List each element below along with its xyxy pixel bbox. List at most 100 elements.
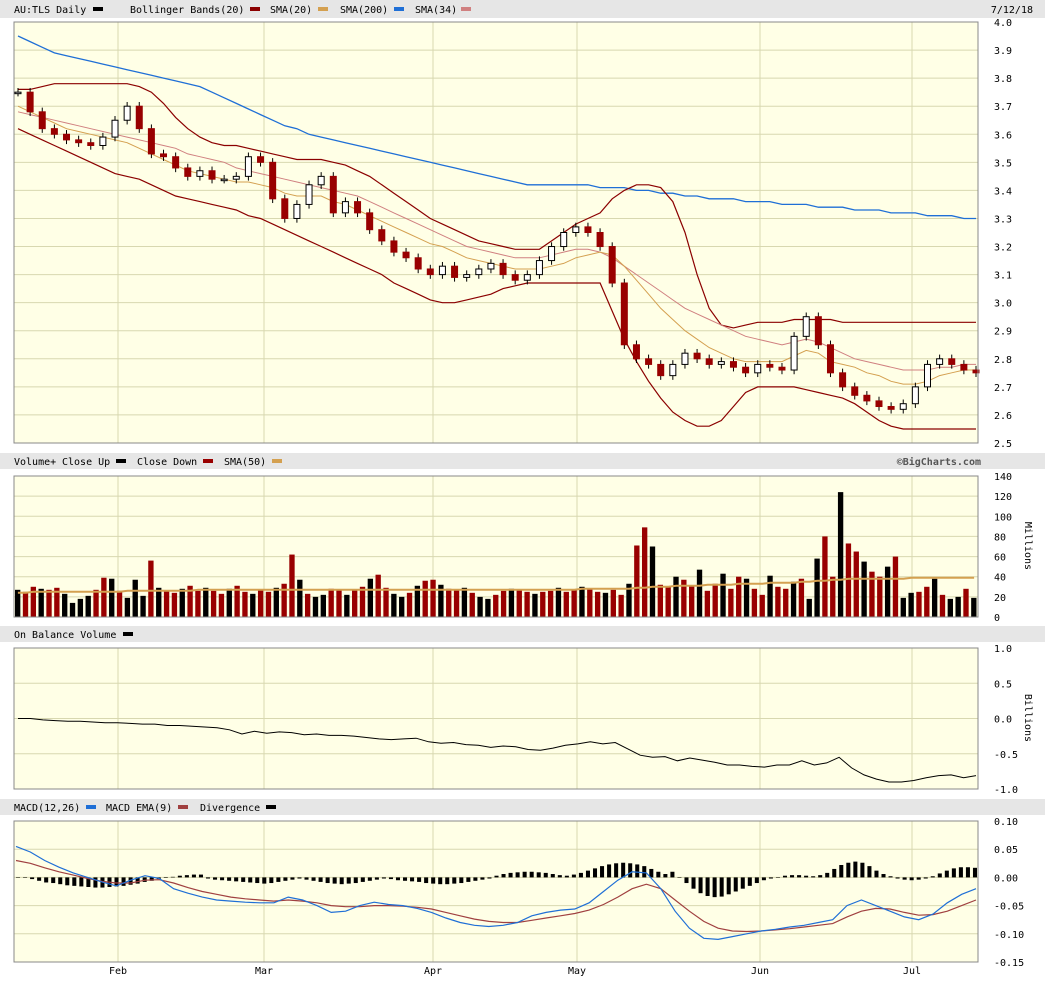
volume-bar xyxy=(297,579,303,617)
volume-panel-border xyxy=(13,475,979,618)
y-tick-label: 3.2 xyxy=(994,243,1012,254)
divergence-bar xyxy=(51,877,56,884)
volume-bar xyxy=(30,586,37,617)
divergence-bar xyxy=(318,877,323,882)
volume-bar xyxy=(712,583,718,617)
volume-bar xyxy=(93,589,99,617)
divergence-bar xyxy=(367,877,372,881)
candle-body xyxy=(620,282,628,346)
divergence-bar xyxy=(909,877,914,881)
divergence-bar xyxy=(424,877,429,884)
macd-line xyxy=(15,845,977,941)
bigcharts-credit: ©BigCharts.com xyxy=(897,456,981,468)
candle-body xyxy=(923,363,931,388)
divergence-bar xyxy=(325,877,330,884)
volume-bar xyxy=(861,561,867,617)
volume-bar xyxy=(203,587,209,617)
divergence-bar xyxy=(705,877,710,897)
candle-body xyxy=(863,394,871,402)
legend-close-down-label: Close Down xyxy=(137,457,197,468)
macd-header-bar xyxy=(0,799,1045,815)
divergence-bar xyxy=(768,877,773,879)
y-tick-label: -0.05 xyxy=(994,902,1024,913)
divergence-bar xyxy=(23,877,28,878)
divergence-bar xyxy=(902,877,907,880)
y-tick-label: -0.5 xyxy=(994,750,1018,761)
volume-bar xyxy=(124,597,131,617)
volume-bar xyxy=(485,598,491,617)
candle-body xyxy=(778,366,786,371)
divergence-bar xyxy=(965,867,970,878)
symbol-label: AU:TLS Daily xyxy=(14,5,86,16)
volume-bar xyxy=(265,591,272,617)
volume-bar xyxy=(618,594,624,617)
macd-title: MACD(12,26) xyxy=(14,803,80,814)
divergence-bar xyxy=(395,877,401,881)
volume-bar xyxy=(822,536,828,617)
candle-body xyxy=(220,178,228,182)
candle-body xyxy=(196,170,204,177)
divergence-bar xyxy=(607,864,612,878)
axis-labels: Feb Mar Apr May Jun Jul 4.0 3.9 3.8 3.7 3.6 3.5 3.4 3… xyxy=(109,18,1024,977)
volume-bar xyxy=(328,588,334,617)
candle-body xyxy=(75,139,83,144)
candle-body xyxy=(99,136,107,146)
volume-bar xyxy=(602,592,609,617)
volume-bar xyxy=(743,578,750,617)
divergence-bar xyxy=(733,877,738,892)
divergence-bar xyxy=(501,874,506,878)
candle-body xyxy=(87,142,95,146)
volume-bar xyxy=(453,589,460,617)
volume-bar xyxy=(869,571,875,617)
volume-bar xyxy=(22,591,29,617)
volume-bar xyxy=(289,554,295,617)
divergence-bar xyxy=(515,872,520,878)
volume-bar xyxy=(234,585,240,617)
divergence-bar xyxy=(677,877,682,878)
candle-body xyxy=(535,260,543,276)
volume-header-bar xyxy=(0,453,1045,469)
volume-bar xyxy=(109,578,115,617)
y-tick-label: 3.6 xyxy=(994,130,1012,141)
volume-bar xyxy=(673,576,679,617)
volume-bar xyxy=(38,588,44,617)
candle-body xyxy=(402,251,410,259)
volume-bar xyxy=(320,594,326,617)
candle-body xyxy=(463,274,471,278)
volume-bar xyxy=(242,591,248,617)
volume-bar xyxy=(508,588,515,617)
divergence-bar xyxy=(198,874,203,878)
volume-bar xyxy=(571,589,577,617)
divergence-bar xyxy=(761,877,766,881)
divergence-bar xyxy=(86,877,91,887)
divergence-bar xyxy=(304,877,309,880)
macd-panel-border xyxy=(13,820,979,963)
candle-body xyxy=(972,369,980,374)
volume-bar xyxy=(163,590,170,617)
divergence-bar xyxy=(445,877,450,885)
divergence-bar xyxy=(360,877,365,882)
volume-bar xyxy=(830,576,836,617)
candle-body xyxy=(584,226,592,234)
legend-sma34-swatch xyxy=(461,7,471,11)
candle-body xyxy=(693,352,701,360)
divergence-bar xyxy=(536,872,541,878)
volume-bar xyxy=(696,569,703,617)
volume-bar xyxy=(461,587,468,617)
price-plot xyxy=(14,35,980,430)
volume-bar xyxy=(414,585,421,617)
chart-date: 7/12/18 xyxy=(991,5,1033,16)
divergence-bar xyxy=(867,866,872,878)
volume-bar xyxy=(281,583,287,617)
volume-bar xyxy=(665,586,671,617)
divergence-bar xyxy=(276,877,281,882)
divergence-bar xyxy=(403,877,408,881)
legend-vol-sma50-swatch xyxy=(272,459,282,463)
candle-body xyxy=(329,175,337,214)
divergence-bar xyxy=(614,863,619,878)
volume-bar xyxy=(516,589,522,617)
volume-bar xyxy=(931,578,938,617)
y-tick-label: 0.00 xyxy=(994,873,1018,884)
legend-macd-ema-swatch xyxy=(178,805,188,809)
